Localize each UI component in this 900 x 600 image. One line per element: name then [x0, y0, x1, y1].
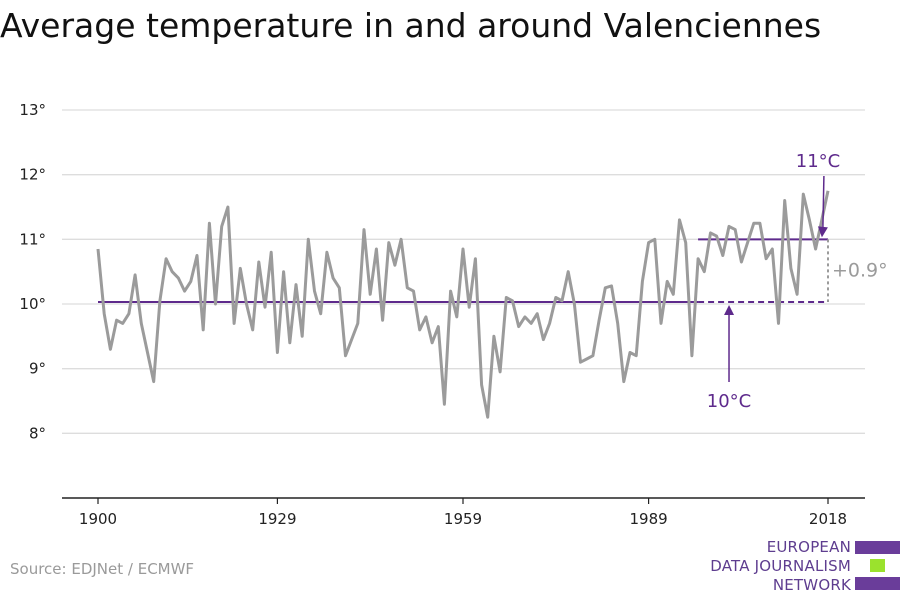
source-note: Source: EDJNet / ECMWF — [10, 560, 195, 578]
y-axis-tick-labels: 8° 9° 10° 11° 12° 13° — [19, 101, 46, 442]
chart-title: Average temperature in and around Valenc… — [0, 6, 822, 45]
y-tick-label: 10° — [19, 295, 46, 313]
recent-arrow-shaft — [822, 175, 825, 228]
baseline-arrow-head — [724, 305, 735, 316]
x-tick-label: 2018 — [809, 510, 847, 528]
annotations: +0.9° 10°C 11°C — [707, 151, 888, 412]
y-tick-label: 13° — [19, 101, 46, 119]
difference-label: +0.9° — [832, 260, 888, 282]
logo-bar-1 — [855, 541, 900, 554]
x-tick-label: 1959 — [444, 510, 482, 528]
y-tick-label: 11° — [19, 230, 46, 248]
edjnet-logo: EUROPEAN DATA JOURNALISM NETWORK — [700, 536, 900, 600]
baseline-label: 10°C — [707, 391, 751, 412]
y-tick-label: 9° — [29, 360, 46, 378]
logo-line-3: NETWORK — [772, 576, 851, 594]
recent-label: 11°C — [796, 151, 840, 172]
logo-bar-2 — [870, 559, 885, 572]
y-tick-label: 12° — [19, 166, 46, 184]
logo-line-1: EUROPEAN — [766, 538, 851, 556]
x-tick-label: 1989 — [629, 510, 667, 528]
x-tick-label: 1900 — [79, 510, 117, 528]
logo-line-2: DATA JOURNALISM — [710, 557, 851, 575]
logo-bar-3 — [855, 577, 900, 590]
grid-lines — [62, 109, 865, 434]
temperature-series — [96, 190, 830, 419]
x-axis-ticks: 1900 1929 1959 1989 2018 — [79, 498, 847, 528]
recent-arrow-head — [817, 226, 828, 238]
y-tick-label: 8° — [29, 424, 46, 442]
temperature-line — [96, 190, 830, 419]
x-tick-label: 1929 — [258, 510, 296, 528]
